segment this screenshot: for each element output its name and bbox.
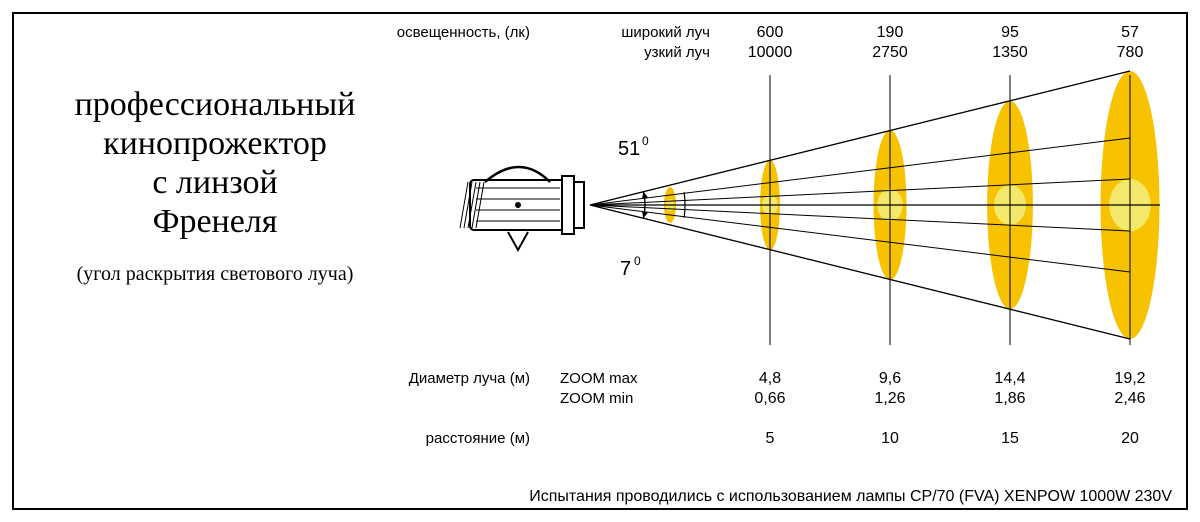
beam-diagram: 51070 — [0, 0, 1200, 522]
svg-text:7: 7 — [620, 258, 631, 280]
svg-text:0: 0 — [634, 254, 641, 268]
svg-text:0: 0 — [642, 134, 649, 148]
spotlight-icon — [460, 167, 584, 250]
svg-text:51: 51 — [618, 138, 640, 160]
